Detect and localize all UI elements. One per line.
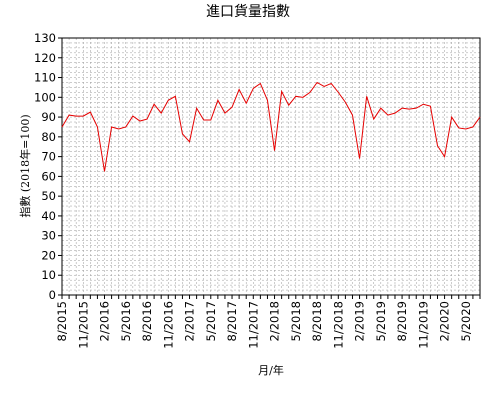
x-tick-label: 8/2015 bbox=[55, 301, 69, 341]
x-tick-label: 5/2017 bbox=[204, 301, 218, 341]
y-tick-label: 60 bbox=[41, 169, 56, 183]
x-tick-label: 11/2015 bbox=[76, 301, 90, 349]
y-tick-label: 70 bbox=[41, 150, 56, 164]
series-line bbox=[61, 81, 481, 172]
y-tick-label: 20 bbox=[41, 248, 56, 262]
x-axis-title: 月/年 bbox=[258, 363, 284, 377]
x-tick-label: 11/2016 bbox=[161, 301, 175, 349]
x-tick-label: 5/2018 bbox=[289, 301, 303, 341]
y-tick-label: 40 bbox=[41, 209, 56, 223]
x-tick-label: 8/2019 bbox=[395, 301, 409, 341]
y-tick-label: 90 bbox=[41, 110, 56, 124]
x-tick-label: 11/2019 bbox=[416, 301, 430, 349]
x-tick-label: 2/2017 bbox=[183, 301, 197, 341]
x-tick-label: 2/2018 bbox=[268, 301, 282, 341]
chart-title: 進口貨量指數 bbox=[206, 3, 290, 20]
y-tick-label: 30 bbox=[41, 229, 56, 243]
y-tick-label: 100 bbox=[34, 90, 56, 104]
x-tick-label: 8/2016 bbox=[140, 301, 154, 341]
x-tick-label: 2/2016 bbox=[98, 301, 112, 341]
x-tick-label: 5/2016 bbox=[119, 301, 133, 341]
y-tick-label: 0 bbox=[49, 288, 56, 302]
y-axis-ticks: 0 10 20 30 40 50 60 70 80 90 100 110 120 130 bbox=[34, 31, 62, 302]
x-tick-label: 11/2017 bbox=[246, 301, 260, 349]
y-tick-label: 10 bbox=[41, 268, 56, 282]
x-tick-label: 5/2019 bbox=[374, 301, 388, 341]
x-tick-label: 2/2019 bbox=[353, 301, 367, 341]
grid bbox=[61, 37, 481, 296]
plot-frame bbox=[61, 37, 481, 296]
x-tick-label: 11/2018 bbox=[331, 301, 345, 349]
y-tick-label: 130 bbox=[34, 31, 56, 45]
y-tick-label: 120 bbox=[34, 51, 56, 65]
y-tick-label: 80 bbox=[41, 130, 56, 144]
y-tick-label: 110 bbox=[34, 71, 56, 85]
x-tick-label: 8/2017 bbox=[225, 301, 239, 341]
x-tick-label: 2/2020 bbox=[438, 301, 452, 341]
x-tick-label: 5/2020 bbox=[459, 301, 473, 341]
x-tick-label: 8/2018 bbox=[310, 301, 324, 341]
y-tick-label: 50 bbox=[41, 189, 56, 203]
x-axis-ticks: 8/2015 11/2015 2/2016 5/2016 8/2016 11/2016 2/… bbox=[55, 295, 481, 349]
y-axis-title: 指數 (2018年=100) bbox=[18, 114, 32, 217]
